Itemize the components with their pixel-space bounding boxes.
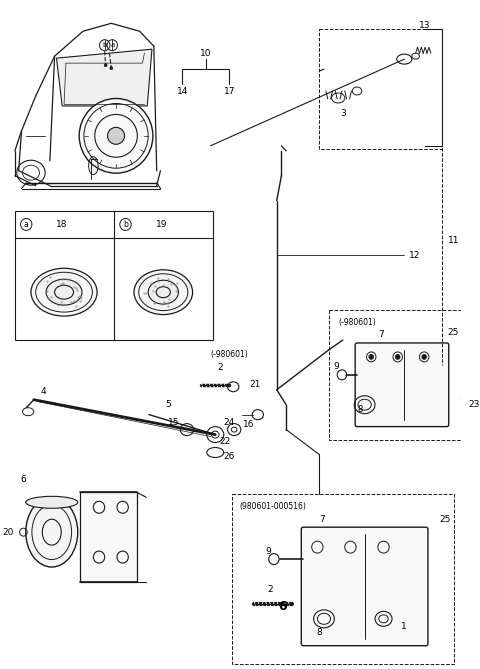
Text: 4: 4 [40,387,46,396]
Bar [232,494,455,664]
Text: 19: 19 [156,220,167,229]
Polygon shape [57,50,152,106]
Ellipse shape [26,496,78,508]
Text: 9: 9 [265,547,271,555]
Bar [80,492,137,582]
Text: b: b [103,42,107,48]
Text: 16: 16 [242,420,254,429]
Text: 17: 17 [224,86,235,96]
Ellipse shape [134,270,192,314]
Circle shape [104,64,107,67]
Ellipse shape [31,268,97,316]
Circle shape [396,355,400,359]
Text: 25: 25 [448,328,459,337]
Text: 11: 11 [448,236,459,245]
Text: 7: 7 [319,514,325,524]
Text: (-980601): (-980601) [211,351,248,359]
Text: 5: 5 [165,400,171,409]
Bar [319,29,442,149]
Text: 13: 13 [420,21,431,30]
Ellipse shape [148,280,179,304]
Bar [15,211,214,340]
Ellipse shape [26,497,78,567]
Text: 2: 2 [217,363,223,373]
FancyBboxPatch shape [301,527,428,646]
Circle shape [422,355,427,359]
Text: (-980601): (-980601) [338,318,376,326]
Text: 22: 22 [219,437,230,446]
Ellipse shape [79,98,153,173]
Text: 7: 7 [378,330,384,339]
Circle shape [110,67,113,70]
Text: a: a [110,42,114,48]
Text: 6: 6 [21,475,26,484]
Text: 9: 9 [334,363,339,371]
Text: 1: 1 [400,622,406,632]
Bar [329,310,461,440]
FancyBboxPatch shape [355,343,449,427]
Text: 10: 10 [200,49,212,58]
Text: 8: 8 [357,405,362,414]
Text: 21: 21 [249,380,261,389]
Text: b: b [123,220,128,229]
Text: 6: 6 [278,600,287,613]
Text: 12: 12 [409,251,420,260]
Ellipse shape [46,279,82,305]
Text: 26: 26 [224,452,235,461]
Text: 23: 23 [468,400,480,409]
Ellipse shape [108,127,124,145]
Text: 18: 18 [57,220,68,229]
Text: 20: 20 [2,528,14,537]
Text: 24: 24 [224,418,235,427]
Text: 3: 3 [340,110,346,118]
Text: 8: 8 [316,628,322,638]
Text: a: a [24,220,29,229]
Text: 25: 25 [439,514,451,524]
Text: 14: 14 [177,86,188,96]
Text: 2: 2 [267,585,273,595]
Circle shape [369,355,373,359]
Text: 15: 15 [168,418,180,427]
Text: (980601-000516): (980601-000516) [240,502,307,511]
